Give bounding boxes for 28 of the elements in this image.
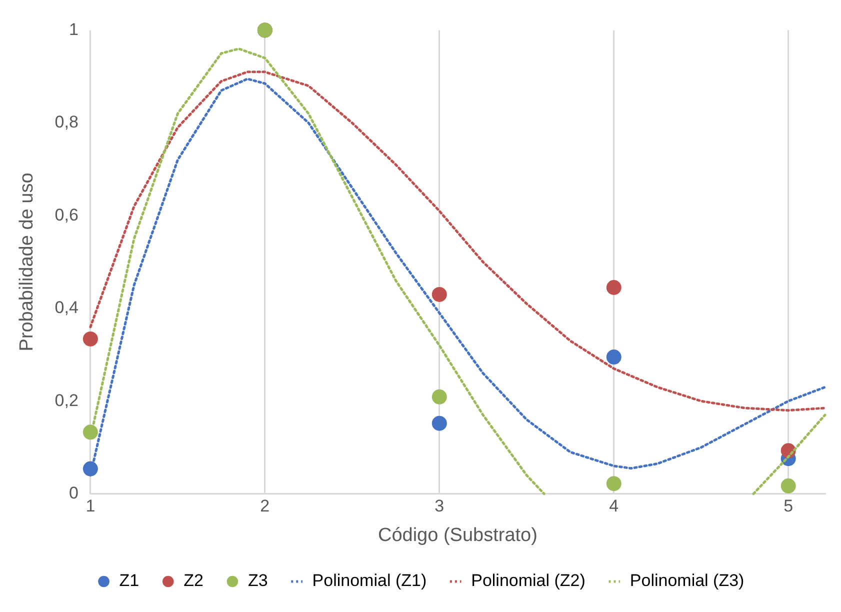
y-tick-label: 0,2 bbox=[54, 390, 78, 410]
point bbox=[780, 478, 796, 494]
legend-label: Z1 bbox=[119, 571, 140, 590]
point bbox=[432, 389, 447, 404]
legend-label: Z2 bbox=[184, 571, 204, 590]
point bbox=[606, 350, 622, 365]
x-tick-label: 5 bbox=[784, 496, 794, 516]
x-tick-label: 3 bbox=[434, 496, 444, 516]
y-axis-title: Probabilidade de uso bbox=[16, 172, 38, 352]
y-tick-label: 0,4 bbox=[54, 298, 78, 318]
y-tick-label: 1 bbox=[68, 20, 78, 39]
y-tick-label: 0 bbox=[68, 483, 78, 502]
legend-label: Polinomial (Z2) bbox=[471, 571, 586, 590]
legend-label: Polinomial (Z3) bbox=[630, 571, 744, 590]
x-tick-label: 1 bbox=[86, 496, 96, 516]
legend-label: Polinomial (Z1) bbox=[312, 571, 427, 590]
point bbox=[606, 476, 622, 492]
point bbox=[606, 280, 622, 295]
x-tick-label: 4 bbox=[609, 496, 619, 516]
line-series bbox=[89, 70, 826, 412]
y-tick-label: 0,8 bbox=[54, 112, 78, 132]
x-tick-label: 2 bbox=[260, 496, 270, 516]
y-tick-label: 0,6 bbox=[54, 205, 78, 224]
x-axis-title: Código (Substrato) bbox=[378, 524, 538, 546]
point bbox=[432, 286, 447, 302]
point bbox=[432, 416, 447, 431]
legend-label: Z3 bbox=[248, 571, 268, 590]
point bbox=[82, 331, 98, 346]
